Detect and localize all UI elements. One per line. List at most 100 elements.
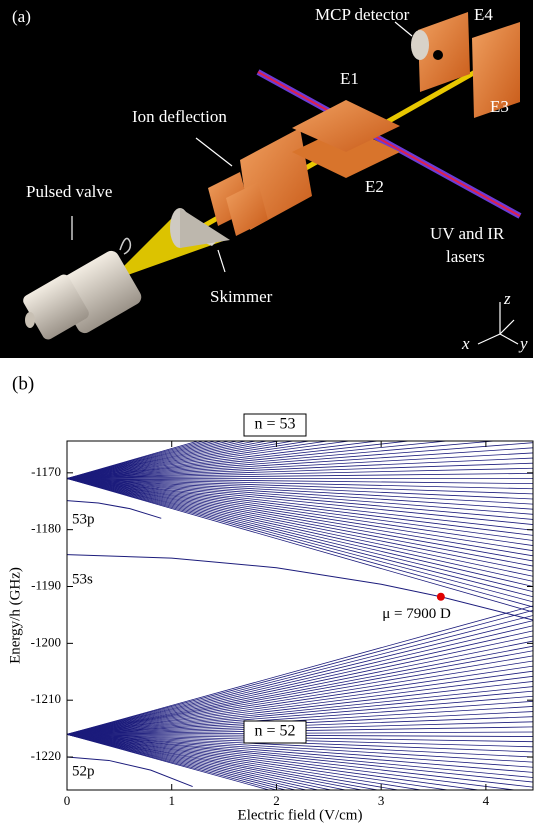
panel-label: (b) (12, 373, 34, 394)
stark-line (67, 625, 533, 735)
state-line (67, 554, 533, 621)
stark-line (67, 478, 533, 613)
stark-line (67, 655, 533, 735)
y-tick-label: -1210 (31, 691, 61, 706)
plot-area (67, 441, 533, 790)
stark-line (67, 478, 533, 495)
y-tick-label: -1220 (31, 748, 61, 763)
stark-line (67, 615, 533, 735)
stark-line (67, 645, 533, 735)
manifold-label-box (243, 413, 307, 437)
stark-line (67, 478, 533, 603)
stark-line (67, 478, 533, 531)
stark-line (67, 478, 533, 520)
state-label: 53s (72, 571, 93, 587)
stark-line (67, 467, 533, 479)
stark-line (67, 441, 451, 479)
label-lasers: UV and IR (430, 224, 505, 243)
stark-line (67, 478, 533, 485)
stark-line (67, 733, 518, 790)
stark-line (67, 695, 533, 735)
stark-line (67, 478, 533, 536)
label-lasers: lasers (446, 247, 485, 266)
panel-label: (a) (12, 7, 31, 26)
stark-line (67, 478, 533, 490)
axis-z: z (503, 289, 511, 308)
stark-line (67, 478, 533, 582)
y-tick-label: -1170 (31, 464, 61, 479)
stark-line (67, 441, 312, 479)
label-ion: Ion deflection (132, 107, 227, 126)
annotation: μ = 7900 D (382, 606, 451, 622)
stark-line (67, 635, 533, 735)
stark-line (67, 478, 533, 510)
stark-line (67, 640, 533, 735)
stark-line (67, 441, 231, 479)
stark-line (67, 462, 533, 479)
stark-line (67, 457, 533, 479)
stark-line (67, 733, 333, 790)
stark-line (67, 472, 533, 479)
stark-line (67, 478, 533, 541)
label-e2: E2 (365, 177, 384, 196)
stark-line (67, 478, 533, 577)
stark-line (67, 441, 200, 479)
stark-line (67, 650, 533, 735)
label-mcp: MCP detector (315, 5, 410, 24)
stark-line (67, 690, 533, 735)
stark-line (67, 441, 353, 479)
stark-line (67, 478, 533, 608)
y-axis-label: Energy/h (GHz) (7, 567, 23, 664)
stark-line (67, 442, 533, 479)
dipole-point (436, 592, 445, 601)
y-tick-label: -1180 (31, 521, 61, 536)
manifold-label: n = 52 (254, 723, 295, 740)
plot: n = 53 n = 52 53p 53s 52p μ = 7900 D 0 1 2 3 4 -117… (7, 413, 534, 823)
label-e4: E4 (474, 5, 493, 24)
stark-line (67, 447, 533, 479)
stark-line (67, 441, 296, 479)
stark-line (67, 665, 533, 735)
stark-line (67, 700, 533, 735)
state-label: 52p (72, 763, 95, 779)
axis-y: y (518, 334, 528, 353)
stark-line (67, 620, 533, 735)
stark-line (67, 733, 482, 790)
stark-line (67, 478, 533, 557)
x-tick-label: 2 (273, 793, 280, 808)
stark-line (67, 733, 364, 790)
y-tick-label: -1200 (31, 634, 61, 649)
stark-line (67, 609, 533, 735)
stark-line (67, 681, 533, 735)
stark-line (67, 686, 533, 735)
stark-line (67, 478, 533, 552)
stark-line (67, 733, 533, 773)
state-line (67, 756, 193, 788)
stark-line (67, 733, 424, 790)
stark-line (67, 733, 401, 790)
stark-line (67, 441, 205, 479)
plot-frame (66, 440, 534, 791)
y-tick-label: -1190 (31, 577, 61, 592)
label-e3: E3 (490, 97, 509, 116)
label-e1: E1 (340, 69, 359, 88)
stark-line (67, 478, 533, 562)
stark-line (67, 670, 533, 735)
stark-line (67, 733, 271, 790)
apparatus (23, 12, 522, 345)
stark-line (67, 441, 499, 479)
stark-line (67, 733, 533, 763)
stark-line (67, 630, 533, 735)
stark-line (67, 478, 533, 505)
stark-line (67, 733, 451, 790)
x-axis-label: Electric field (V/cm) (238, 807, 363, 823)
stark-line (67, 478, 533, 593)
stark-line (67, 733, 380, 790)
x-tick-label: 4 (483, 793, 490, 808)
stark-line (67, 478, 533, 500)
stark-line (67, 706, 533, 735)
label-skimmer: Skimmer (210, 287, 273, 306)
x-tick-label: 3 (378, 793, 385, 808)
stark-line (67, 733, 533, 778)
manifold-label-box (243, 720, 307, 744)
